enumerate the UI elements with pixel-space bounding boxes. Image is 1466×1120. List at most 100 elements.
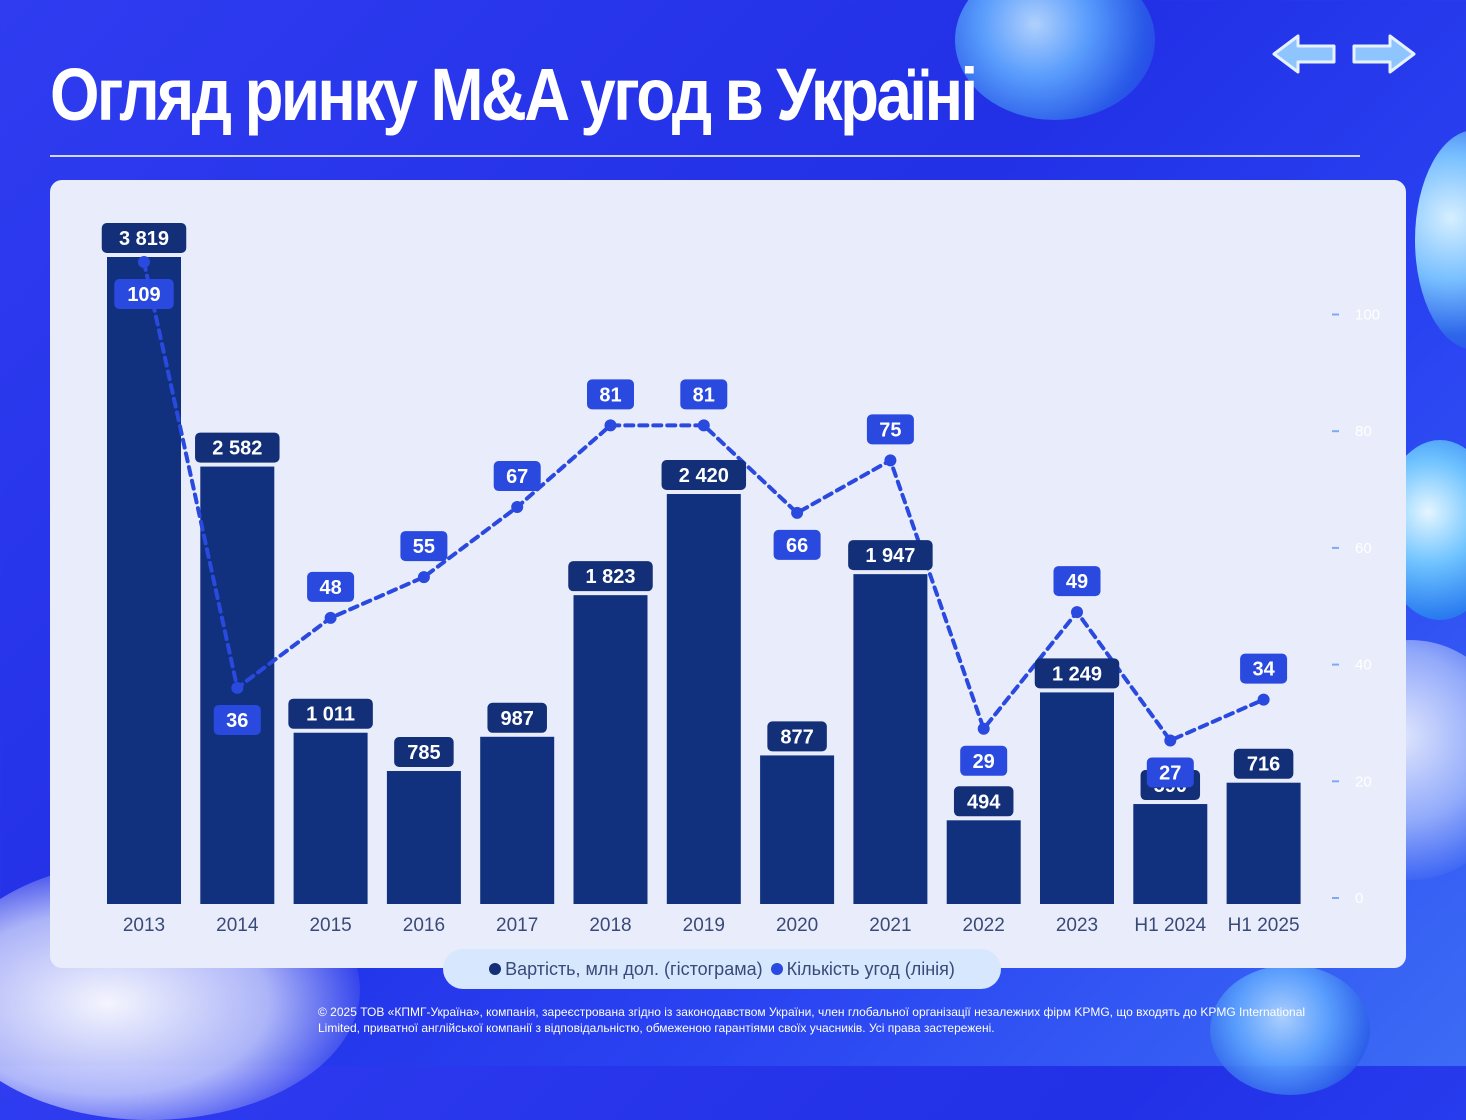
chart-bar [293,732,368,904]
arrow-left-icon [1272,34,1336,74]
chart-bar [1133,804,1208,904]
bar-value-label: 2 582 [212,438,262,460]
line-point [417,571,430,584]
legend-label: Кількість угод (лінія) [786,958,955,979]
x-tick-label: 2013 [123,915,165,936]
line-value-label-bg [1053,566,1101,597]
y2-tick-label: 80 [1355,423,1372,440]
line-point [604,419,617,432]
line-value-label-bg [493,461,541,492]
bar-value-label: 1 011 [306,704,355,726]
bar-value-label-bg [568,561,653,592]
line-value-label: 81 [599,384,621,406]
y2-tick-label: 40 [1355,657,1372,674]
y2-tick-label: 20 [1355,773,1372,790]
decorative-sphere [955,0,1155,120]
prev-slide-button[interactable] [1272,32,1338,76]
chart-bar [666,494,741,904]
line-value-label: 81 [693,384,715,406]
y2-tick-label: 0 [1355,890,1363,907]
chart-card: 0 20 40 60 80 100 2013 2014 2015 2016 2017 2018 2019… [50,180,1406,968]
line-point [1257,693,1270,706]
line-point [977,722,990,735]
bar-value-label-bg [394,737,454,768]
bar-value-label-bg [487,702,547,733]
chart-bar [1040,692,1114,904]
bar-value-label: 1 249 [1052,663,1102,685]
ma-market-chart: 0 20 40 60 80 100 2013 2014 2015 2016 2017 2018 2019… [101,223,1380,936]
line-point [231,681,244,694]
line-point [791,506,804,519]
x-tick-label: 2016 [403,915,445,936]
x-tick-label: H1 2024 [1134,915,1206,936]
line-value-label-bg [866,414,914,445]
bar-value-label-bg [953,786,1014,817]
x-tick-label: 2023 [1056,915,1098,936]
page-title: Огляд ринку M&A угод в Україні [50,53,978,136]
line-value-label: 34 [1252,659,1275,681]
x-tick-label: 2017 [496,915,538,936]
line-value-label-bg [307,571,355,602]
bar-value-label: 785 [407,742,440,764]
bar-value-label-bg [288,698,373,729]
y2-tick-label: 100 [1355,307,1380,324]
chart-bar [853,574,928,904]
line-point [884,454,897,467]
chart-bar [386,771,461,904]
line-value-label: 67 [506,466,528,488]
line-value-label-bg [960,745,1008,776]
bar-value-label-bg [1034,658,1120,689]
bar-value-label-bg [767,721,827,752]
line-value-label-bg [587,379,634,410]
x-tick-label: 2014 [216,915,259,936]
x-tick-label: 2022 [963,915,1005,936]
x-tick-label: 2015 [309,915,351,936]
bar-value-label: 2 420 [679,465,729,487]
bar-value-label: 1 947 [865,545,915,567]
line-value-label: 49 [1066,571,1088,593]
line-point [511,501,524,514]
line-value-label: 27 [1159,762,1181,784]
line-value-label-bg [400,531,448,562]
bar-value-label-bg [661,460,747,491]
line-point [1071,606,1083,619]
x-tick-label: 2021 [869,915,911,936]
line-value-label-bg [1146,757,1194,788]
legend-marker [489,963,502,975]
chart-bar [946,820,1021,904]
arrow-right-icon [1352,34,1416,74]
line-value-label-bg [680,379,728,410]
next-slide-button[interactable] [1350,32,1416,76]
line-value-label-bg [213,704,261,735]
line-value-label-bg [114,278,174,309]
line-value-label: 109 [127,284,160,306]
legend-item-count: Кількість угод (лінія) [770,958,955,980]
title-divider [50,155,1360,157]
bar-value-label-bg [101,223,187,253]
bar-value-label-bg [195,432,280,463]
x-tick-label: 2019 [683,915,725,936]
x-tick-label: H1 2025 [1228,915,1300,936]
line-point [1164,734,1177,747]
chart-bar [760,755,835,904]
line-value-label: 36 [226,710,248,732]
line-value-label: 48 [319,577,341,599]
line-value-label-bg [773,529,821,560]
line-point [324,611,337,624]
bar-value-label: 716 [1247,754,1280,776]
line-point [138,255,150,268]
bar-value-label-bg [1233,748,1294,779]
legend-label: Вартість, млн дол. (гістограма) [505,958,763,979]
line-point [697,419,710,432]
legend-item-value: Вартість, млн дол. (гістограма) [489,959,763,980]
bar-value-label: 494 [967,791,1001,813]
chart-legend: Вартість, млн дол. (гістограма) Кількіст… [443,949,1001,989]
chart-bar [1226,782,1301,904]
x-tick-label: 2018 [589,915,631,936]
legend-marker [770,963,783,975]
bar-value-label: 1 823 [585,566,635,588]
decorative-sphere [1415,130,1466,350]
bar-value-label: 877 [780,726,813,748]
copyright-footer: © 2025 ТОВ «КПМГ-Україна», компанія, зар… [318,1005,1306,1035]
x-tick-label: 2020 [776,915,818,936]
